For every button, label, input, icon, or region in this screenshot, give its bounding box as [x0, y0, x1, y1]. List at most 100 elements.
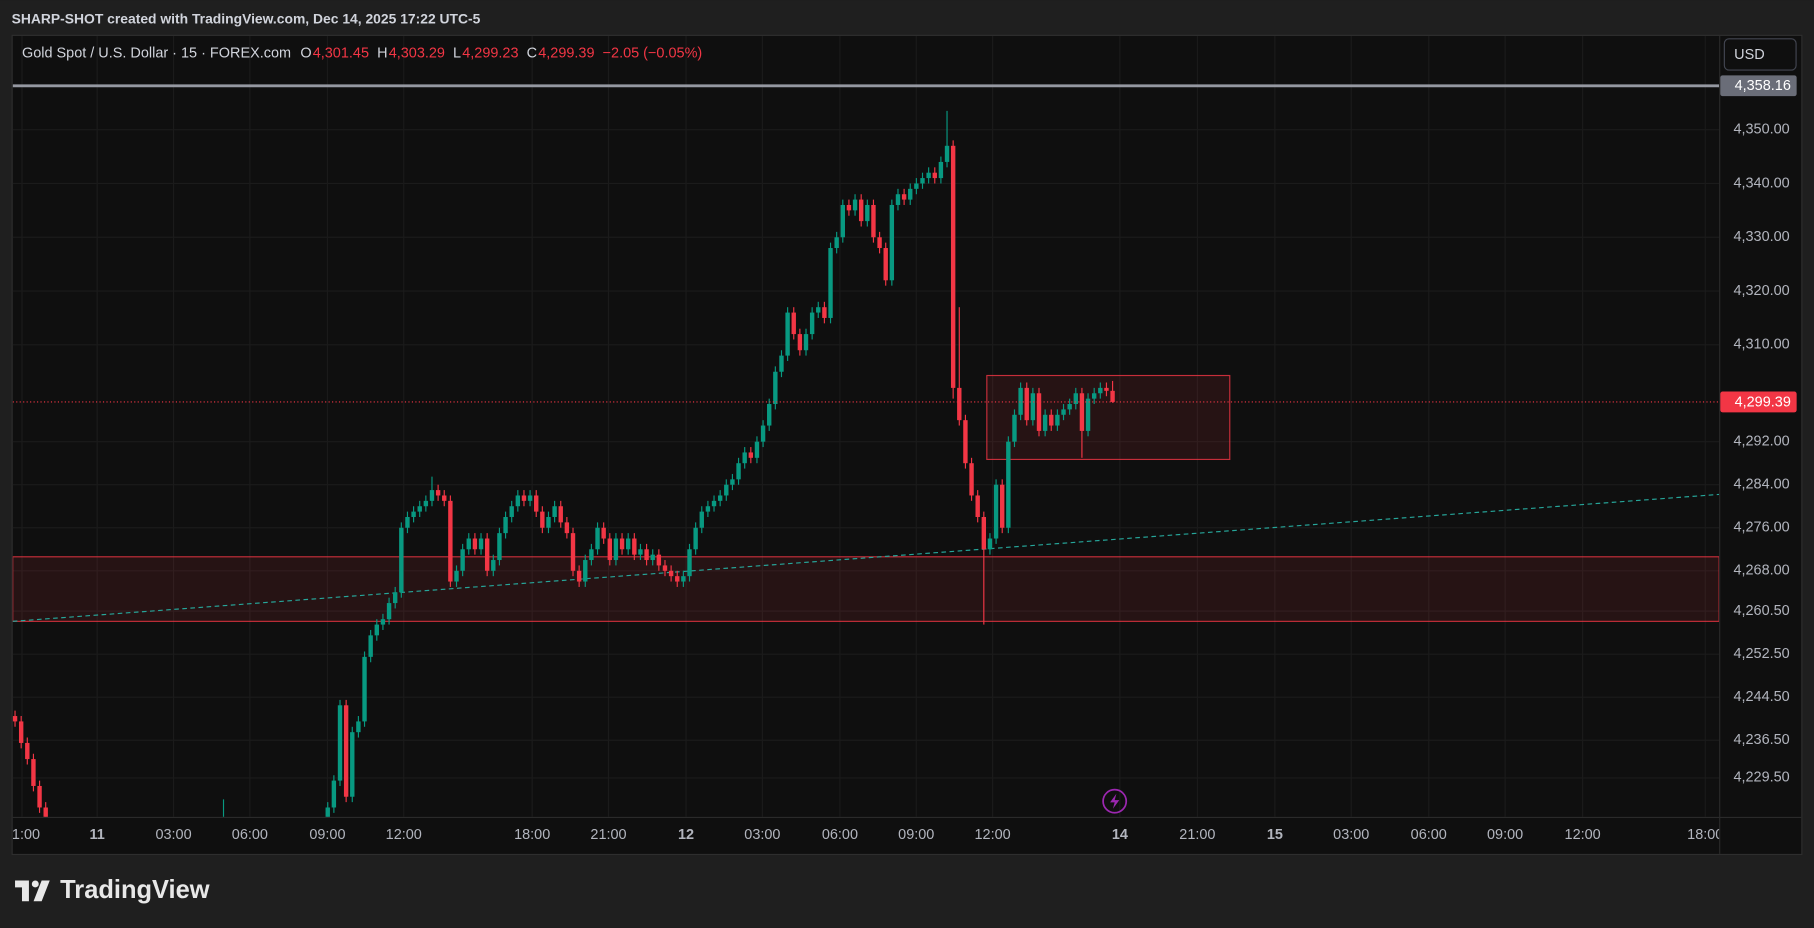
footer-brand: TradingView [60, 876, 210, 904]
candle-body [43, 807, 48, 817]
candle-body [809, 312, 815, 335]
legend-key: L [453, 45, 461, 61]
price-label: 4,299.39 [1735, 394, 1791, 410]
candle-body [521, 495, 527, 501]
candle-body [546, 516, 551, 528]
chart-frame [11, 34, 1803, 856]
candle-body [693, 527, 698, 550]
candle-body [1073, 393, 1078, 405]
candle-body [1098, 387, 1103, 394]
x-tick-label: 11 [90, 827, 105, 843]
candle-body [454, 570, 459, 582]
candle-body [668, 570, 674, 577]
price-label: 4,358.16 [1735, 78, 1791, 94]
candle-body [785, 312, 790, 356]
y-tick-label: 4,350.00 [1733, 121, 1789, 137]
y-tick-label: 4,276.00 [1733, 520, 1789, 536]
x-tick-label: 21:00 [1179, 827, 1215, 843]
candle-body [926, 172, 931, 179]
candle-body [797, 334, 803, 351]
candle-body [491, 560, 496, 571]
candle-body [1018, 387, 1023, 415]
candle-body [632, 538, 637, 555]
legend-value: 4,301.45 [313, 45, 369, 61]
candle-body [932, 172, 937, 179]
candle-body [601, 527, 606, 539]
candle-body [374, 624, 379, 636]
x-tick-label: 12 [678, 827, 694, 843]
candle-body [25, 742, 30, 760]
currency-button[interactable]: USD [1723, 38, 1797, 71]
zone [12, 556, 1720, 622]
logo-dot [31, 880, 39, 888]
candle-body [484, 538, 490, 571]
candle-body [442, 495, 447, 501]
event-icon-ring[interactable] [1102, 788, 1128, 814]
y-tick-label: 4,260.50 [1733, 603, 1789, 619]
candle-body [362, 656, 367, 722]
y-tick-label: 4,292.00 [1733, 433, 1789, 449]
grid [12, 35, 1720, 817]
candle-body [331, 780, 337, 808]
candle-body [644, 549, 649, 561]
candle-body [1110, 390, 1115, 402]
legend-key: C [527, 45, 537, 61]
candle-body [368, 635, 373, 657]
candle-body [754, 441, 760, 458]
candle-body [662, 565, 668, 571]
candle-body [1042, 414, 1048, 431]
candle-body [760, 425, 766, 442]
candle-body [846, 204, 852, 211]
x-tick-label: 21:00 [4, 827, 40, 843]
candle-body [527, 495, 533, 501]
x-tick-label: 14 [1112, 827, 1128, 843]
candle-body [871, 204, 876, 238]
candle-body [791, 312, 796, 335]
legend-change: −2.05 (−0.05%) [603, 45, 703, 61]
candle-body [699, 511, 704, 528]
candle-body [705, 506, 711, 512]
candle-body [895, 194, 901, 205]
candle-body [736, 463, 741, 480]
event-icon-bolt[interactable] [1110, 793, 1120, 809]
candle-body [564, 522, 570, 534]
y-tick-label: 4,244.50 [1733, 689, 1789, 705]
candle-body [773, 371, 778, 405]
candle-body [576, 570, 582, 582]
event-icon[interactable] [1102, 788, 1128, 814]
y-tick-label: 4,340.00 [1733, 175, 1789, 191]
candle-body [1085, 398, 1091, 431]
currency-button-label[interactable]: USD [1734, 47, 1765, 63]
candle-body [993, 484, 999, 539]
x-tick-label: 12:00 [1565, 827, 1601, 843]
candle-body [938, 161, 944, 179]
candle-body [595, 527, 600, 550]
candle-body [852, 199, 858, 211]
candle-body [411, 511, 416, 517]
x-tick-label: 18:00 [514, 827, 550, 843]
y-tick-label: 4,268.00 [1733, 563, 1789, 579]
candle-body [1104, 387, 1109, 391]
candle-body [1055, 414, 1060, 426]
candle-body [619, 538, 625, 550]
candle-body [711, 500, 717, 507]
currency-button-frame[interactable] [1723, 38, 1797, 71]
trendline [12, 493, 1720, 622]
candle-body [730, 479, 735, 485]
price-label-box [1720, 75, 1797, 97]
candle-body [429, 490, 435, 501]
candle-body [380, 619, 386, 625]
candle-body [681, 576, 686, 582]
candle-body [981, 516, 987, 550]
footer-logo: TradingView [15, 876, 210, 904]
candle-body [552, 506, 557, 517]
candle-body [877, 237, 882, 249]
candle-body [889, 204, 895, 281]
candle-body [540, 511, 545, 528]
candle-body [828, 248, 833, 318]
candle-body [337, 705, 343, 781]
candle-body [18, 721, 24, 743]
candle-body [497, 533, 502, 561]
y-tick-label: 4,229.50 [1733, 770, 1789, 786]
candle-body [950, 145, 956, 388]
